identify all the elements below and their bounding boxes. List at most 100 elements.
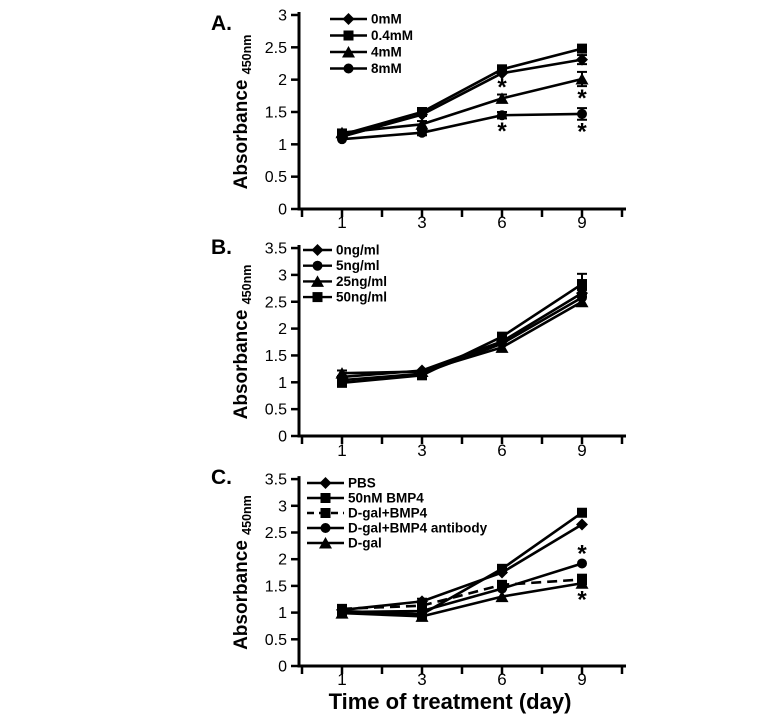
legend-item: D-gal+BMP4 antibody (307, 521, 488, 536)
y-axis-title: Absorbance 450nm (231, 265, 254, 420)
x-tick-label: 9 (577, 441, 586, 460)
series-line (341, 578, 583, 611)
x-tick-label: 9 (577, 670, 586, 689)
series-line (341, 523, 583, 612)
legend-label: PBS (348, 476, 376, 491)
square-marker (417, 600, 427, 611)
series-line (341, 58, 583, 138)
circle-marker (343, 63, 354, 74)
square-marker (577, 43, 587, 54)
square-marker (320, 493, 331, 503)
legend-label: 50ng/ml (336, 290, 387, 305)
axes: 0 0.5 1 1.5 2 2.5 3 3.5 1 3 6 9 (265, 472, 626, 689)
triangle-marker (495, 341, 509, 353)
y-tick-label: 2.5 (265, 525, 287, 542)
series-D-gal+BMP4 (337, 573, 587, 614)
series-line (341, 581, 583, 618)
square-marker (497, 64, 507, 75)
triangle-marker (575, 73, 589, 85)
circle-marker (497, 110, 507, 121)
triangle-marker (495, 92, 509, 104)
square-marker (312, 292, 323, 303)
y-tick-label: 0 (278, 202, 287, 219)
y-tick-label: 0.5 (265, 402, 287, 419)
x-tick-label: 3 (417, 670, 426, 689)
y-tick-label: 3 (278, 267, 287, 284)
panel-a-label: A. (211, 12, 232, 35)
legend-item: 4mM (330, 45, 402, 60)
y-tick-label: 1.5 (265, 104, 287, 121)
x-axis-title: Time of treatment (day) (328, 689, 572, 714)
legend-label: D-gal+BMP4 (348, 506, 428, 521)
legend-item: 50ng/ml (303, 290, 387, 305)
legend-label: 50nM BMP4 (348, 491, 424, 506)
axes: 0 0.5 1 1.5 2 2.5 3 1 3 6 9 (265, 7, 626, 232)
y-tick-label: 2 (278, 321, 287, 338)
y-tick-label: 1 (278, 137, 287, 154)
significance-asterisk: * (577, 587, 587, 614)
legend-item: 0mM (330, 12, 402, 27)
series-line (341, 47, 583, 136)
legend-label: 0mM (371, 12, 402, 27)
x-tick-label: 6 (497, 213, 506, 232)
series-line (341, 296, 583, 382)
y-axis-title: Absorbance 450nm (231, 495, 254, 650)
x-tick-label: 3 (417, 441, 426, 460)
significance-asterisk: * (577, 119, 587, 146)
x-tick-label: 1 (337, 670, 346, 689)
diamond-marker (311, 244, 324, 256)
legend-item: 8mM (330, 61, 402, 76)
x-tick-label: 1 (337, 213, 346, 232)
circle-marker (337, 134, 347, 145)
circle-marker (577, 108, 587, 119)
legend-item: 25ng/ml (303, 274, 387, 289)
series-line (341, 282, 583, 385)
y-tick-label: 1.5 (265, 578, 287, 595)
circle-marker (577, 558, 587, 569)
series-line (341, 77, 583, 134)
square-marker (343, 30, 354, 41)
triangle-marker (415, 118, 429, 130)
panel-b-label: B. (211, 236, 232, 259)
series-50ng/ml (337, 272, 587, 388)
legend-label: 0.4mM (371, 28, 413, 43)
legend-label: 4mM (371, 45, 402, 60)
y-tick-label: 0 (278, 659, 287, 676)
axes: 0 0.5 1 1.5 2 2.5 3 3.5 1 3 6 9 (265, 241, 626, 460)
legend-label: 5ng/ml (336, 258, 380, 273)
series-line (341, 292, 583, 379)
diamond-marker (576, 53, 588, 66)
square-marker (320, 508, 331, 518)
x-tick-label: 3 (417, 213, 426, 232)
y-axis-title: Absorbance 450nm (231, 35, 254, 190)
diamond-marker (319, 477, 332, 489)
series-8mM (337, 107, 587, 145)
panel-a-chart: 0 0.5 1 1.5 2 2.5 3 1 3 6 9 Absorbance 450nm 0mM0.4m… (231, 7, 626, 232)
series-line (341, 562, 583, 614)
y-tick-label: 2 (278, 552, 287, 569)
panel-b-chart: 0 0.5 1 1.5 2 2.5 3 3.5 1 3 6 9 Absorbance 450nm 0ng/… (231, 241, 626, 460)
legend-item: 50nM BMP4 (307, 491, 424, 506)
y-tick-label: 2.5 (265, 40, 287, 57)
significance-asterisk: * (497, 118, 507, 145)
series-line (341, 300, 583, 375)
legend-item: 5ng/ml (303, 258, 380, 273)
triangle-marker (575, 295, 589, 308)
triangle-marker (311, 275, 324, 287)
triangle-marker (415, 610, 429, 622)
triangle-marker (335, 126, 349, 139)
circle-marker (417, 127, 427, 138)
y-tick-label: 3 (278, 498, 287, 515)
circle-marker (312, 260, 323, 271)
y-tick-label: 3 (278, 7, 287, 24)
triangle-marker (335, 607, 349, 619)
y-tick-label: 1 (278, 605, 287, 622)
legend-item: 0ng/ml (303, 243, 380, 258)
y-tick-label: 3.5 (265, 472, 287, 489)
legend-item: D-gal+BMP4 (307, 506, 428, 521)
square-marker (417, 106, 427, 117)
